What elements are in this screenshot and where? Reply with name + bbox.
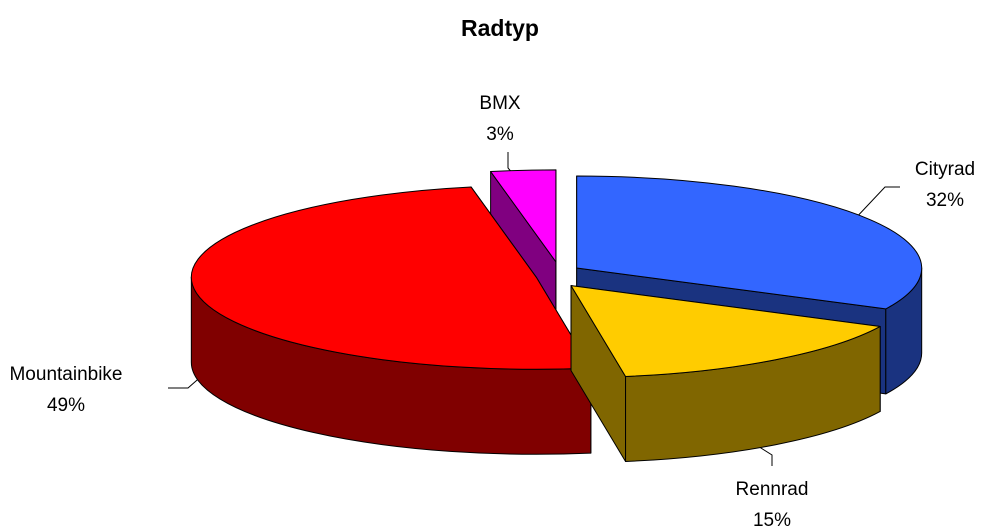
slice-label: Rennrad	[736, 479, 809, 500]
slice-top	[490, 169, 557, 263]
slice-label: Mountainbike	[9, 364, 122, 385]
slice-value-label: 49%	[47, 395, 85, 416]
slice	[190, 186, 592, 455]
slice-label: BMX	[479, 93, 521, 114]
slice	[570, 285, 881, 462]
slice-value-label: 3%	[486, 124, 514, 145]
slice-top	[570, 285, 881, 377]
slice-label: Cityrad	[915, 159, 975, 180]
slice-value-label: 15%	[753, 510, 791, 530]
slice-value-label: 32%	[926, 190, 964, 211]
chart-title: Radtyp	[461, 15, 539, 41]
leader-line	[851, 186, 900, 223]
slice-top	[576, 175, 923, 310]
slice-top	[190, 186, 592, 370]
